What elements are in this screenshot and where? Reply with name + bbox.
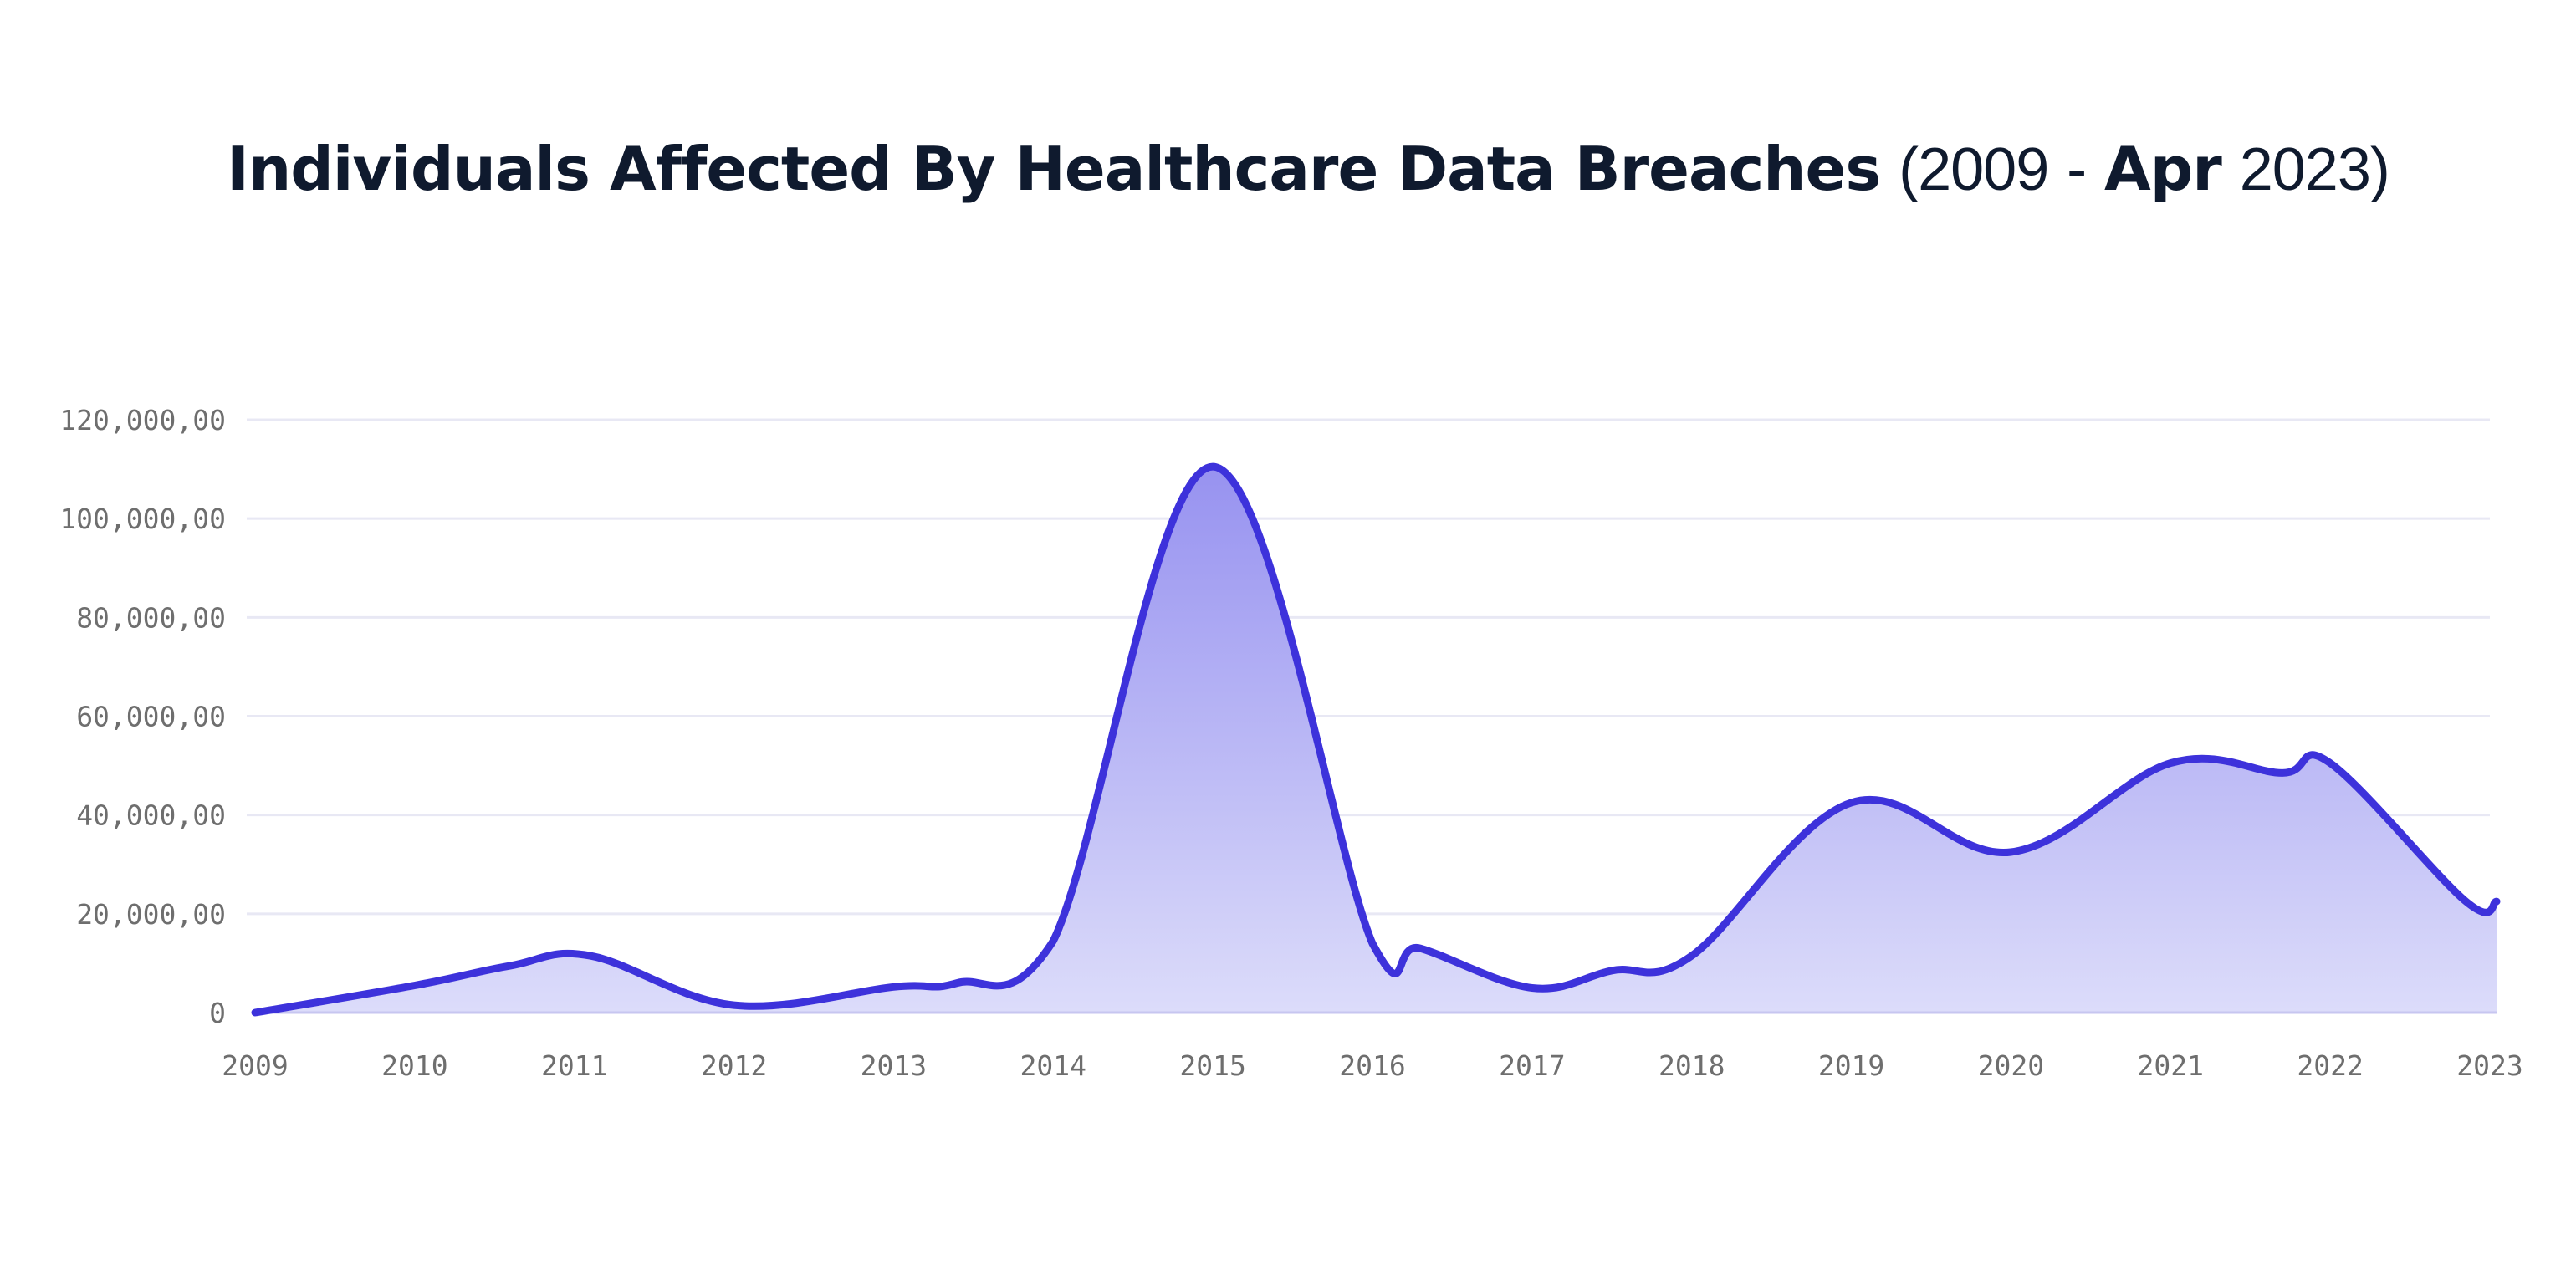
x-tick-label: 2010 — [381, 1049, 447, 1082]
x-tick-label: 2022 — [2297, 1049, 2363, 1082]
data-point — [1418, 946, 1423, 951]
title-main: Individuals Affected By Healthcare Data … — [227, 134, 1881, 204]
data-point — [253, 1010, 258, 1015]
y-axis: 0 20,000,00 40,000,00 60,000,00 80,000,00 100… — [59, 404, 226, 1029]
x-tick-label: 2014 — [1020, 1049, 1086, 1082]
data-point — [1050, 938, 1055, 943]
x-tick-label: 2019 — [1818, 1049, 1884, 1082]
x-tick-label: 2009 — [222, 1049, 288, 1082]
data-point — [2280, 770, 2285, 775]
y-tick-label: 20,000,00 — [76, 898, 226, 931]
series-line — [251, 462, 2501, 1017]
data-point — [2168, 761, 2173, 766]
y-tick-label: 120,000,00 — [59, 404, 226, 436]
y-tick-label: 80,000,00 — [76, 601, 226, 634]
data-point — [2494, 899, 2499, 904]
y-tick-label: 0 — [209, 997, 226, 1029]
x-tick-label: 2012 — [701, 1049, 767, 1082]
data-point — [955, 981, 960, 986]
y-tick-label: 60,000,00 — [76, 701, 226, 733]
data-point — [1609, 968, 1614, 973]
title-range-start: 2009 — [1918, 136, 2049, 203]
data-point — [1689, 953, 1694, 958]
data-point — [2328, 761, 2333, 766]
data-point — [1210, 464, 1215, 469]
data-point — [891, 984, 896, 989]
x-tick-label: 2015 — [1179, 1049, 1245, 1082]
title-range-end: 2023 — [2239, 136, 2371, 203]
data-point — [1849, 800, 1854, 805]
x-tick-label: 2011 — [541, 1049, 607, 1082]
series-area-fill — [255, 467, 2497, 1013]
title-dash: - — [2067, 136, 2087, 203]
x-tick-label: 2018 — [1659, 1049, 1725, 1082]
data-point — [2463, 899, 2468, 904]
y-tick-label: 40,000,00 — [76, 799, 226, 832]
data-point — [1370, 941, 1375, 946]
x-axis: 2009 2010 2011 2012 2013 2014 2015 2016 2017 2018… — [222, 1049, 2522, 1082]
title-month: Apr — [2104, 134, 2222, 204]
y-tick-label: 100,000,00 — [59, 503, 226, 535]
x-tick-label: 2021 — [2138, 1049, 2204, 1082]
x-tick-label: 2023 — [2456, 1049, 2522, 1082]
data-point — [508, 963, 513, 968]
title-close-paren: ) — [2369, 136, 2390, 203]
data-point — [412, 983, 417, 988]
data-point — [1530, 985, 1535, 990]
x-tick-label: 2020 — [1978, 1049, 2044, 1082]
x-tick-label: 2013 — [861, 1049, 927, 1082]
x-tick-label: 2016 — [1339, 1049, 1405, 1082]
chart-title: Individuals Affected By Healthcare Data … — [0, 134, 2576, 204]
title-open-paren: ( — [1899, 136, 1919, 203]
x-tick-label: 2017 — [1499, 1049, 1565, 1082]
data-point — [2008, 850, 2013, 855]
data-point — [588, 953, 593, 958]
data-point — [732, 1003, 737, 1008]
area-layer — [251, 462, 2501, 1017]
